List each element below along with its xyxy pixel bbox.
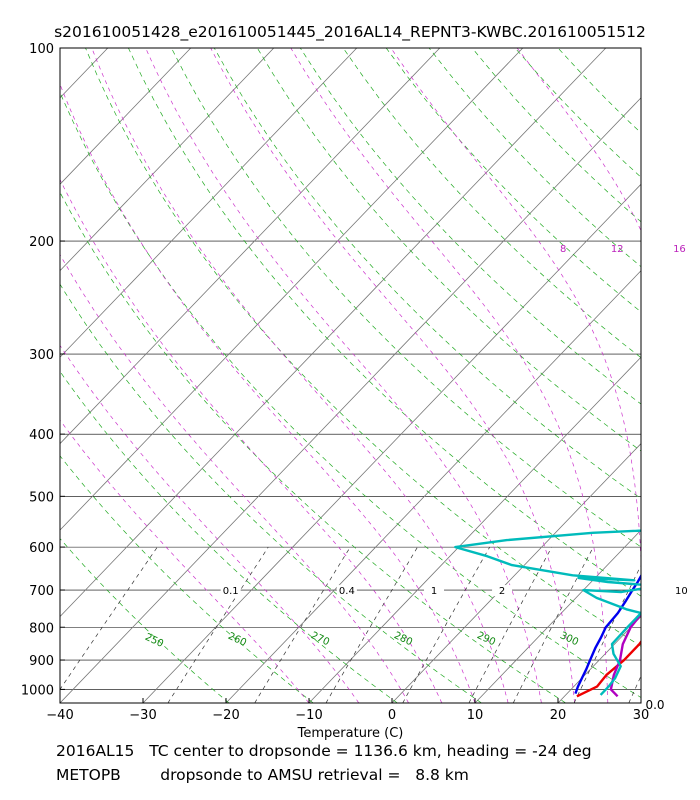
mixing-ratio-line (167, 546, 269, 703)
dry-adiabat-line (60, 538, 230, 703)
mixing-ratio-line (60, 546, 158, 691)
isotherm-line (60, 48, 275, 272)
isotherm-line (557, 615, 641, 703)
y-tick-label: 200 (29, 235, 54, 250)
moist-adiabat-label: 12 (611, 244, 624, 255)
dry-adiabat-label: 260 (226, 631, 248, 649)
moist-adiabat-line (145, 48, 542, 703)
moist-adiabat-label: 8 (560, 244, 566, 255)
mixing-ratio-line (325, 546, 418, 703)
dry-adiabat-line (385, 48, 641, 313)
mixing-ratio-label: 2 (499, 586, 505, 597)
x-tick-label: 0 (388, 708, 396, 723)
mixing-ratio-line (628, 675, 641, 703)
mixing-ratio-label-bg (424, 585, 445, 597)
isotherm-line (60, 97, 641, 703)
mixing-ratio-line (254, 546, 351, 703)
mixing-ratio-line (512, 546, 594, 703)
y-tick-label: 100 (29, 42, 54, 57)
series-line-4 (454, 529, 641, 696)
mixing-ratio-label: 10 (675, 586, 688, 597)
corner-label: 0.0 (645, 698, 664, 712)
y-tick-label: 600 (29, 541, 54, 556)
dry-adiabat-line (60, 283, 482, 703)
mixing-ratio-label-bg (671, 585, 692, 597)
dry-adiabat-label: 290 (475, 630, 497, 648)
isotherm-line (60, 48, 192, 185)
series-line-1 (576, 639, 641, 698)
dry-adiabat-line (60, 455, 314, 703)
x-tick-label: −30 (129, 708, 156, 723)
mixing-ratio-label-bg (220, 585, 241, 597)
x-tick-label: 30 (633, 708, 650, 723)
x-tick-label: −10 (295, 708, 322, 723)
y-tick-label: 1000 (21, 683, 54, 698)
caption-line-1: 2016AL15 TC center to dropsonde = 1136.6… (56, 742, 592, 760)
moist-adiabat-line (290, 48, 609, 703)
dry-adiabat-label: 270 (309, 630, 331, 648)
dry-adiabat-line (213, 48, 641, 499)
series-line-3 (574, 573, 641, 695)
dry-adiabat-line (342, 48, 641, 359)
moist-adiabat-line (91, 48, 509, 703)
isotherm-line (60, 48, 109, 99)
dry-adiabat-line (428, 48, 641, 268)
mixing-ratio-label: 1 (431, 586, 437, 597)
moist-adiabat-line (60, 83, 476, 703)
moist-adiabat-label: 16 (673, 244, 686, 255)
y-tick-label: 900 (29, 654, 54, 669)
moist-adiabat-line (60, 419, 310, 703)
mixing-ratio-label: 0.1 (223, 586, 239, 597)
isotherm-line (60, 48, 358, 358)
caption-line-2: METOPB dropsonde to AMSU retrieval = 8.8… (56, 766, 469, 784)
isotherm-line (60, 48, 441, 445)
dry-adiabat-line (171, 48, 641, 548)
plot-area (0, 48, 641, 703)
x-axis-label: Temperature (C) (297, 726, 404, 740)
dry-adiabat-line (257, 48, 641, 452)
x-tick-label: 20 (550, 708, 567, 723)
dry-adiabat-line (514, 48, 641, 178)
y-tick-label: 400 (29, 428, 54, 443)
isotherm-line (60, 48, 607, 618)
isotherm-line (391, 443, 641, 703)
y-tick-label: 300 (29, 348, 54, 363)
dry-adiabat-line (471, 48, 641, 223)
dry-adiabat-line (557, 48, 641, 134)
dry-adiabat-line (128, 48, 641, 597)
isotherm-line (225, 270, 641, 703)
dry-adiabat-line (300, 48, 641, 405)
moist-adiabat-line (60, 178, 443, 703)
mixing-ratio-label: 0.4 (339, 586, 355, 597)
dry-adiabat-label: 250 (143, 632, 165, 650)
isotherm-line (308, 356, 641, 703)
mixing-ratio-line (402, 546, 491, 703)
dry-adiabat-line (85, 48, 641, 647)
plot-frame (59, 47, 642, 704)
dry-adiabat-line (60, 91, 641, 698)
y-tick-label: 700 (29, 584, 54, 599)
mixing-ratio-label-bg (492, 585, 513, 597)
x-tick-label: 10 (467, 708, 484, 723)
dry-adiabat-label: 280 (392, 630, 414, 648)
dry-adiabat-line (60, 370, 398, 703)
isotherm-line (142, 183, 641, 703)
x-tick-label: −40 (46, 708, 73, 723)
isotherm-line (0, 48, 25, 703)
dry-adiabat-label: 300 (558, 630, 580, 648)
skewt-chart: 81216202428320.10.4121016250260270280290… (0, 23, 692, 740)
isotherm-line (474, 529, 641, 703)
dry-adiabat-line (60, 191, 566, 703)
moist-adiabat-line (60, 344, 360, 703)
mixing-ratio-label-bg (336, 585, 357, 597)
mixing-ratio-line (468, 546, 553, 703)
y-tick-label: 800 (29, 621, 54, 636)
x-tick-label: −20 (212, 708, 239, 723)
isotherm-line (60, 48, 524, 531)
isotherm-line (640, 702, 641, 703)
moist-adiabat-line (60, 253, 409, 703)
chart-title: s201610051428_e201610051445_2016AL14_REP… (54, 23, 646, 42)
moist-adiabat-line (210, 48, 575, 703)
y-tick-label: 500 (29, 490, 54, 505)
